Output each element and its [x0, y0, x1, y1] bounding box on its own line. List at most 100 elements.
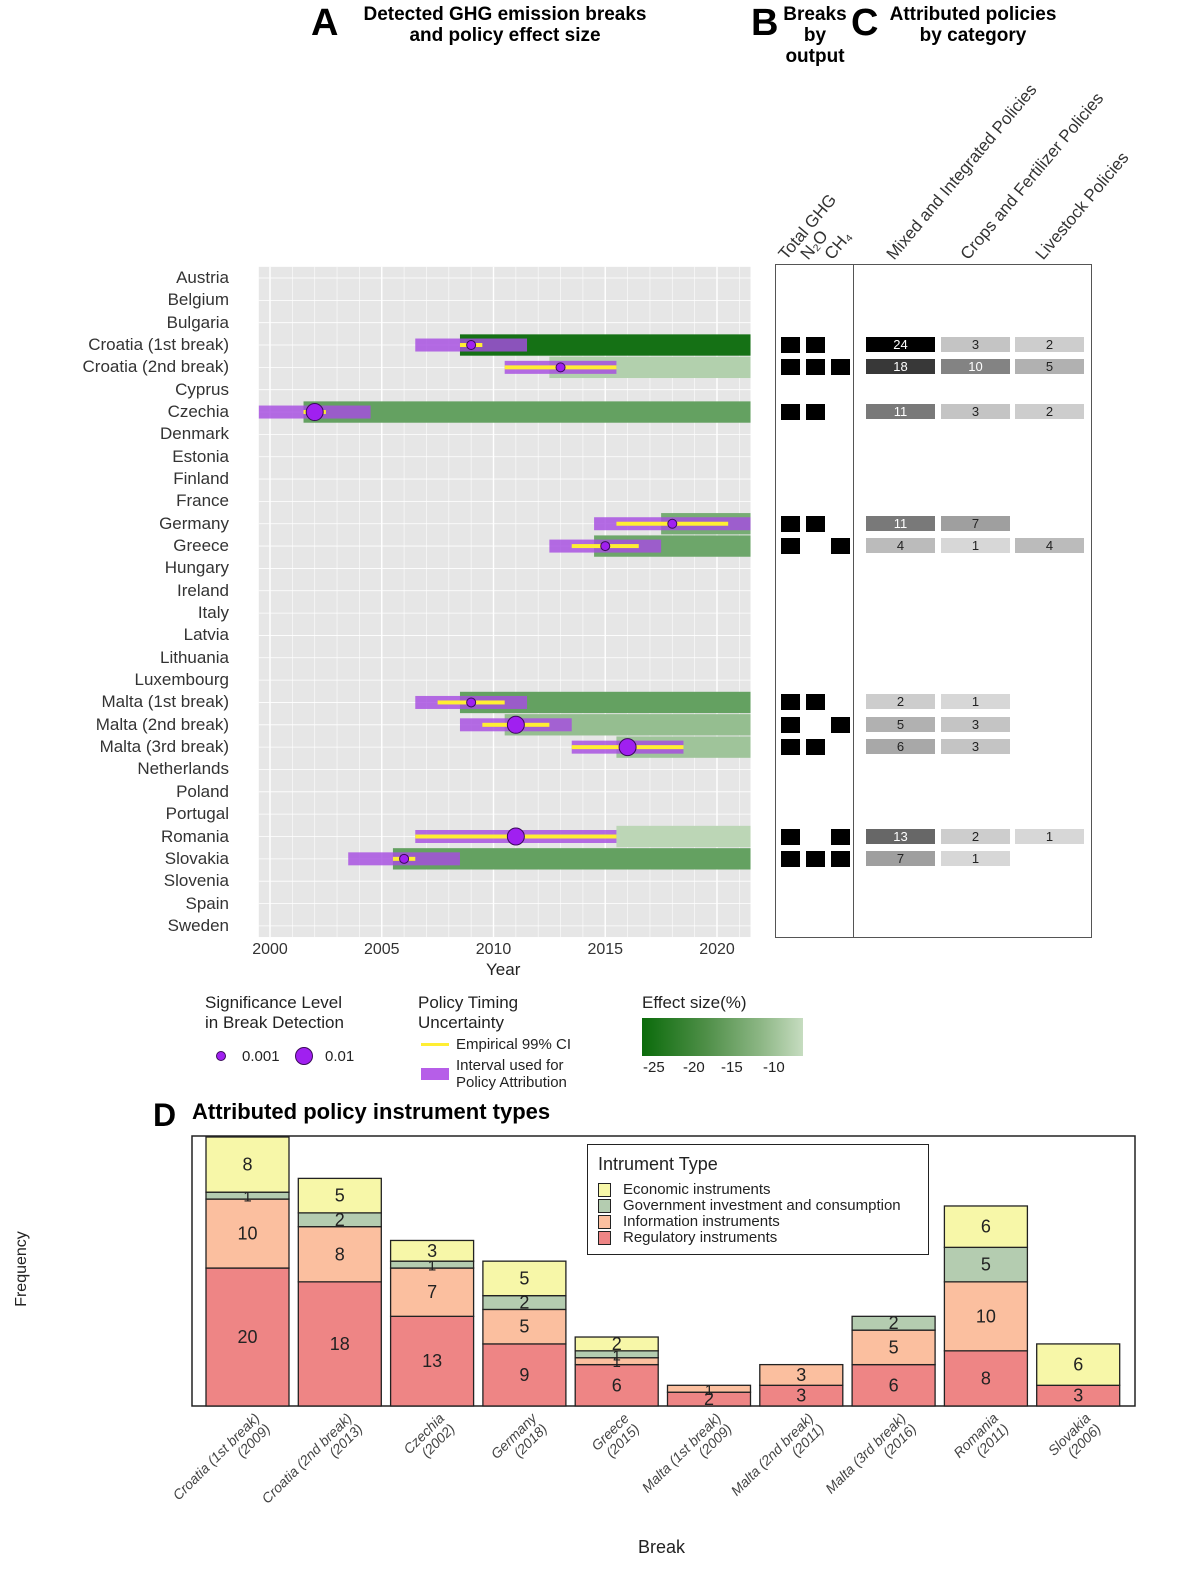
break-point-slovakia: [399, 853, 410, 864]
policy-count-mixed-and-integrated-policies-slovakia: 7: [866, 850, 935, 866]
bar-economic-instruments-9-label: 6: [1073, 1355, 1083, 1375]
row-label-malta-2nd-break: Malta (2nd break): [95, 714, 229, 734]
row-label-austria: Austria: [176, 268, 229, 287]
row-label-croatia-2nd-break: Croatia (2nd break): [82, 357, 229, 377]
bar-information-instruments-0-label: 10: [237, 1224, 257, 1244]
bar-economic-instruments-9: [1036, 1343, 1121, 1386]
row-label-estonia: Estonia: [172, 446, 229, 466]
row-label-bulgaria: Bulgaria: [166, 312, 229, 332]
ci-label: Empirical 99% CI: [456, 1036, 572, 1053]
policy-count-crops-and-fertilizer-policies-malta-2nd-break: 3: [941, 716, 1010, 732]
policy-count-crops-and-fertilizer-policies-croatia-2nd-break: 10: [941, 359, 1010, 375]
bar-economic-instruments-1-label: 5: [335, 1186, 345, 1206]
break-point-malta-3rd-break: [618, 738, 637, 757]
bar-information-instruments-6-label: 3: [796, 1365, 806, 1385]
break-output-ch4-slovakia: [831, 850, 850, 867]
policy-count-mixed-and-integrated-policies-malta-3rd-break: 6: [866, 739, 935, 755]
bar-government-investment-and-consumption-8-label: 5: [981, 1255, 991, 1275]
bar-regulatory-instruments-9-label: 3: [1073, 1386, 1083, 1406]
x-tick-label-7: Malta (3rd break)(2016): [822, 1410, 919, 1497]
bar-economic-instruments-4: [574, 1336, 659, 1352]
x-tick-label-1: Croatia (2nd break)(2013): [258, 1410, 365, 1507]
panel-c-title-line2: by category: [919, 25, 1027, 46]
panel-a-title: Detected GHG emission breaks and policy …: [345, 4, 665, 46]
x-tick-label-8: Romania(2011): [950, 1410, 1012, 1461]
bar-regulatory-instruments-7-label: 6: [889, 1375, 899, 1395]
bar-economic-instruments-1: [297, 1177, 382, 1214]
sig-legend-title-line2: in Break Detection: [205, 1013, 344, 1032]
policy-count-mixed-and-integrated-policies-greece: 4: [866, 538, 935, 554]
bar-information-instruments-3-label: 5: [519, 1317, 529, 1337]
panel-c-letter: C: [851, 2, 879, 44]
bar-economic-instruments-0-label: 8: [242, 1155, 252, 1175]
row-label-lithuania: Lithuania: [159, 647, 229, 667]
bar-information-instruments-4-label: 1: [613, 1354, 621, 1371]
break-output-n2o-croatia-2nd-break: [806, 359, 825, 376]
effect-colorbar: [642, 1018, 803, 1056]
row-label-poland: Poland: [176, 781, 229, 801]
bar-information-instruments-5-label: 1: [705, 1382, 713, 1399]
timing-legend-title-line1: Policy Timing: [418, 993, 519, 1012]
sig-small-point: [216, 1051, 226, 1061]
panel-bc-divider: [853, 264, 854, 938]
x-tick-label-3: Germany(2018): [488, 1409, 551, 1462]
break-output-n2o-czechia: [806, 404, 825, 421]
panel-b-title-line1: Breaks: [783, 4, 847, 25]
break-point-greece: [600, 541, 611, 552]
effect-tick-3: -10: [763, 1059, 785, 1076]
row-label-ireland: Ireland: [177, 580, 229, 600]
effect-bar-slovakia: [392, 848, 751, 870]
bar-economic-instruments-3-label: 5: [519, 1268, 529, 1288]
bar-information-instruments-2-label: 7: [427, 1282, 437, 1302]
break-point-germany: [667, 518, 678, 529]
x-tick-label-line: Croatia (1st break): [169, 1410, 262, 1503]
sig-legend-symbols: [216, 1047, 313, 1065]
bar-economic-instruments-2: [389, 1239, 475, 1262]
break-point-malta-1st-break: [466, 697, 477, 708]
policy-count-livestock-policies-greece: 4: [1015, 538, 1084, 554]
break-output-total-ghg-greece: [781, 538, 800, 555]
break-point-romania: [506, 827, 525, 846]
row-label-slovenia: Slovenia: [163, 871, 229, 891]
bar-regulatory-instruments-8: [943, 1350, 1029, 1407]
bar-information-instruments-2: [389, 1267, 475, 1317]
effect-tick-0: -25: [643, 1059, 665, 1076]
plot-background: [258, 266, 751, 938]
interval-label-line1: Interval used for: [456, 1057, 564, 1074]
bar-economic-instruments-3: [482, 1260, 567, 1297]
panel-a-plot: [258, 266, 751, 938]
panel-bc-frame: [775, 264, 1092, 938]
sig-legend-title: Significance Level in Break Detection: [205, 993, 344, 1033]
instrument-legend: Intrument Type Economic instruments Gover…: [587, 1144, 929, 1255]
break-output-total-ghg-czechia: [781, 404, 800, 421]
policy-count-crops-and-fertilizer-policies-malta-1st-break: 1: [941, 694, 1010, 710]
bar-regulatory-instruments-4-label: 6: [612, 1375, 622, 1395]
bar-regulatory-instruments-2: [389, 1315, 475, 1407]
row-label-finland: Finland: [173, 469, 229, 489]
x-tick-2020: 2020: [699, 941, 735, 958]
legend-swatch-information-instruments: [598, 1215, 611, 1229]
row-label-netherlands: Netherlands: [137, 759, 229, 779]
x-tick-label-4: Greece(2015): [588, 1410, 642, 1461]
bar-regulatory-instruments-8-label: 8: [981, 1368, 991, 1388]
bar-regulatory-instruments-1-label: 18: [330, 1334, 350, 1354]
policy-count-crops-and-fertilizer-policies-slovakia: 1: [941, 850, 1010, 866]
legend-swatch-regulatory-instruments: [598, 1231, 611, 1245]
x-tick-label-5: Malta (1st break)(2009): [639, 1410, 735, 1496]
sig-small-label: 0.001: [242, 1048, 280, 1065]
bar-economic-instruments-8-label: 6: [981, 1217, 991, 1237]
break-output-total-ghg-malta-3rd-break: [781, 739, 800, 756]
break-output-total-ghg-germany: [781, 515, 800, 532]
bar-information-instruments-0: [205, 1198, 290, 1269]
row-label-france: France: [176, 491, 229, 511]
row-label-greece: Greece: [173, 536, 229, 556]
break-output-ch4-greece: [831, 538, 850, 555]
policy-count-mixed-and-integrated-policies-czechia: 11: [866, 404, 935, 420]
x-tick-label-9: Slovakia(2006): [1045, 1410, 1104, 1461]
bar-government-investment-and-consumption-2-label: 1: [428, 1258, 436, 1275]
policy-count-livestock-policies-czechia: 2: [1015, 404, 1084, 420]
x-axis-label: Year: [486, 960, 521, 979]
x-tick-label-2: Czechia(2002): [400, 1410, 458, 1461]
bar-government-investment-and-consumption-4-label: 1: [613, 1347, 621, 1364]
x-tick-label-line: Croatia (2nd break): [258, 1410, 355, 1507]
